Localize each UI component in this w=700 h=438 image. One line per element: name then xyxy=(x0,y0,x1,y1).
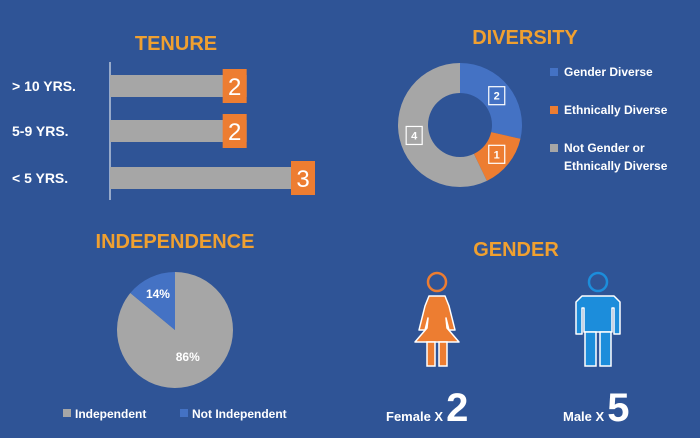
diversity-value-label: 2 xyxy=(494,91,500,103)
independence-slice xyxy=(130,272,175,330)
tenure-title: TENURE xyxy=(135,33,217,55)
tenure-chart: TENURE > 10 YRS. 2 5-9 YRS. 2 < 5 YRS. 3 xyxy=(12,33,315,200)
gender-multiplier: X xyxy=(596,409,605,424)
tenure-value-box xyxy=(291,161,315,195)
tenure-value-box xyxy=(222,69,247,103)
diversity-legend-label: Ethnically Diverse xyxy=(564,103,668,117)
independence-legend-swatch xyxy=(63,409,71,417)
tenure-category-label: > 10 YRS. xyxy=(12,78,76,94)
tenure-value-box xyxy=(222,114,247,148)
tenure-category-label: < 5 YRS. xyxy=(12,170,68,186)
independence-value-label: 14% xyxy=(146,287,170,301)
diversity-value-box xyxy=(488,86,506,106)
diversity-legend-swatch xyxy=(550,106,558,114)
female-icon xyxy=(414,271,460,367)
independence-value-label: 86% xyxy=(176,350,200,364)
tenure-bar xyxy=(110,120,247,142)
independence-legend-label: Independent xyxy=(75,407,146,421)
diversity-legend-swatch xyxy=(550,68,558,76)
gender-title: GENDER xyxy=(473,239,559,261)
tenure-value-label: 2 xyxy=(228,119,241,146)
gender-multiplier: X xyxy=(434,409,443,424)
gender-value: 5 xyxy=(607,386,629,430)
tenure-bar xyxy=(110,75,247,97)
tenure-category-label: 5-9 YRS. xyxy=(12,123,69,139)
gender-value: 2 xyxy=(446,386,468,430)
gender-label: Female xyxy=(386,409,434,424)
independence-legend-label: Not Independent xyxy=(192,407,287,421)
independence-title: INDEPENDENCE xyxy=(96,231,255,253)
diversity-legend-swatch xyxy=(550,144,558,152)
diversity-value-box xyxy=(405,125,423,146)
male-icon xyxy=(575,271,621,367)
independence-chart: INDEPENDENCE 86% 14% Independent Not Indep… xyxy=(63,231,287,421)
gender-label: Male xyxy=(563,409,596,424)
independence-legend-swatch xyxy=(180,409,188,417)
gender-count: Male X5 xyxy=(563,386,629,430)
gender-chart: GENDER Female X2 Male X5 xyxy=(386,239,629,430)
diversity-value-box xyxy=(488,144,506,164)
diversity-title: DIVERSITY xyxy=(472,27,578,49)
diversity-legend-label: Not Gender or xyxy=(564,141,645,155)
tenure-value-label: 2 xyxy=(228,74,241,101)
tenure-bar xyxy=(110,167,315,189)
diversity-chart: DIVERSITY 2 1 4 Gender Diverse Ethnically D… xyxy=(398,27,668,187)
diversity-value-label: 4 xyxy=(411,130,418,142)
diversity-slice xyxy=(398,63,487,187)
gender-count: Female X2 xyxy=(386,386,468,430)
diversity-legend-label: Ethnically Diverse xyxy=(564,159,668,173)
tenure-value-label: 3 xyxy=(296,166,309,193)
diversity-value-label: 1 xyxy=(494,149,500,161)
diversity-legend-label: Gender Diverse xyxy=(564,65,653,79)
